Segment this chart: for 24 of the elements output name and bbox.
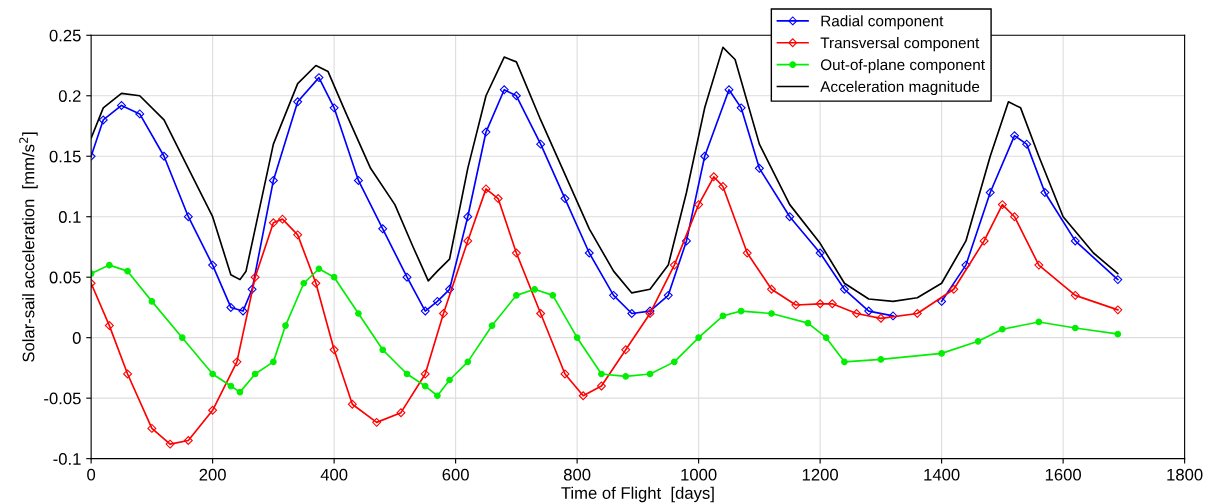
y-tick-label: -0.05: [44, 392, 81, 405]
y-axis-title: Solar-sail acceleration [mm/s$^{2}$]: [19, 132, 38, 362]
y-tick-label: 0.05: [49, 271, 81, 284]
y-tick-label: 0.2: [58, 90, 81, 102]
x-tick-label: 1200: [802, 468, 839, 481]
y-tick-label: 0.25: [49, 29, 81, 42]
y-tick-label: 0.1: [58, 211, 81, 223]
legend-label: Transversal component: [820, 37, 980, 52]
legend-label: Acceleration magnitude: [820, 80, 980, 96]
y-tick-label: 0: [72, 332, 81, 344]
x-tick-label: 1600: [1045, 468, 1082, 481]
x-tick-label: 1400: [924, 468, 960, 481]
legend-label: Radial component: [821, 15, 944, 30]
x-tick-label: 800: [563, 468, 591, 481]
x-tick-label: 400: [320, 468, 348, 481]
x-tick-label: 1000: [681, 468, 717, 481]
legend-label: Out-of-plane component: [820, 58, 985, 74]
x-tick-label: 200: [199, 468, 226, 481]
x-tick-label: 1800: [1167, 468, 1203, 481]
x-tick-label: 600: [442, 468, 469, 481]
y-tick-label: 0.15: [49, 150, 81, 163]
x-tick-label: 0: [87, 468, 96, 481]
y-tick-label: -0.1: [53, 453, 81, 465]
x-axis-title: Time of Flight [days]: [561, 486, 714, 503]
